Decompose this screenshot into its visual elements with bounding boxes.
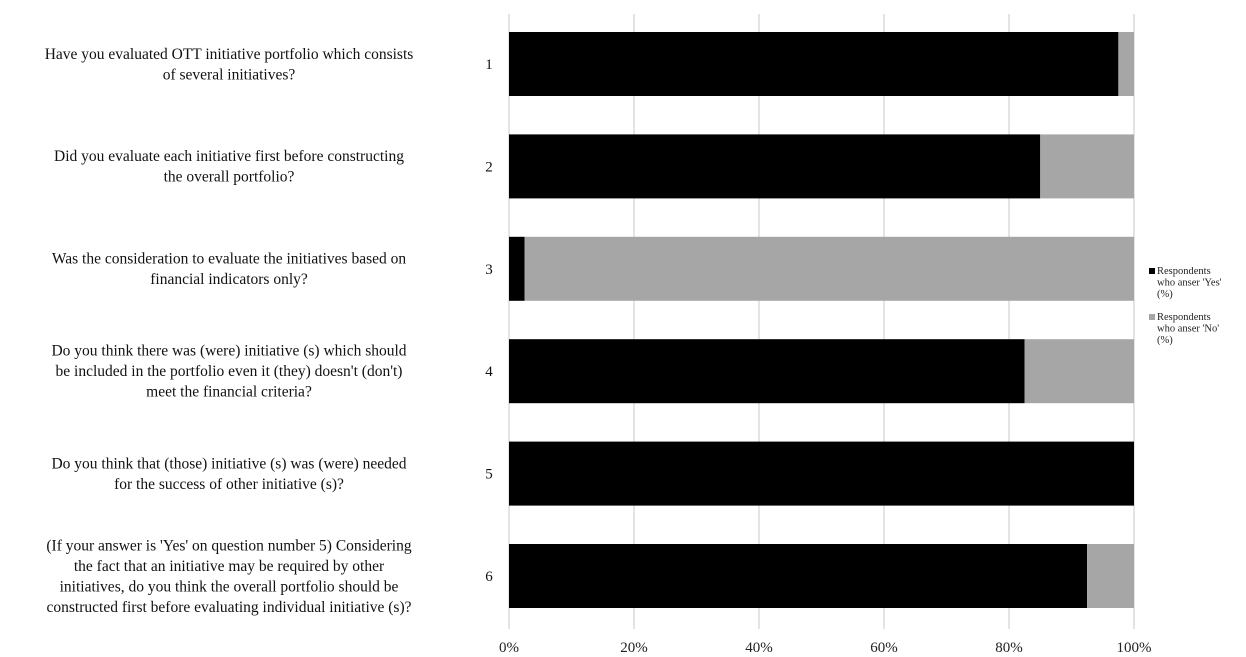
question-text-line: financial indicators only?	[150, 271, 308, 288]
x-tick-label: 100%	[1117, 640, 1152, 656]
category-label: 6	[485, 569, 493, 585]
question-text-line: Do you think there was (were) initiative…	[51, 343, 406, 360]
question-text-line: for the success of other initiative (s)?	[114, 476, 344, 493]
question-labels: Have you evaluated OTT initiative portfo…	[45, 46, 414, 616]
bar-yes	[509, 32, 1119, 96]
legend-label: (%)	[1157, 289, 1173, 300]
x-tick-label: 0%	[499, 640, 519, 656]
question-text-line: Was the consideration to evaluate the in…	[52, 251, 407, 268]
question-text-line: the fact that an initiative may be requi…	[74, 558, 385, 575]
bar-yes	[509, 339, 1025, 404]
question-text-line: Do you think that (those) initiative (s)…	[51, 455, 406, 472]
legend-label: Respondents	[1157, 312, 1211, 323]
category-label: 1	[485, 57, 493, 73]
question-text-line: the overall portfolio?	[164, 169, 295, 186]
bar-yes	[509, 441, 1134, 506]
x-tick-labels: 0% 20% 40% 60% 80% 100%	[499, 640, 1152, 656]
bars-group	[509, 32, 1134, 608]
legend-swatch	[1149, 314, 1155, 320]
x-tick-label: 60%	[870, 640, 898, 656]
bar-no	[1087, 544, 1134, 608]
x-tick-label: 40%	[745, 640, 773, 656]
question-text-line: Did you evaluate each initiative first b…	[54, 148, 404, 165]
x-tick-label: 80%	[995, 640, 1023, 656]
bar-yes	[509, 236, 525, 301]
category-label: 2	[485, 159, 493, 175]
bar-no	[1118, 32, 1134, 96]
x-tick-label: 20%	[620, 640, 648, 656]
question-text-line: of several initiatives?	[163, 66, 296, 83]
legend-label: who anser 'Yes'	[1157, 278, 1222, 289]
question-text-line: (If your answer is 'Yes' on question num…	[46, 537, 411, 554]
category-label: 3	[485, 262, 493, 278]
bar-yes	[509, 134, 1041, 199]
category-labels: 1 2 3 4 5 6	[485, 57, 493, 585]
question-text-line: initiatives, do you think the overall po…	[60, 578, 399, 595]
question-text-line: constructed first before evaluating indi…	[47, 599, 412, 616]
legend-label: who anser 'No'	[1157, 324, 1219, 335]
legend-label: (%)	[1157, 335, 1173, 346]
bar-no	[1024, 339, 1134, 404]
legend-swatch	[1149, 268, 1155, 274]
bar-yes	[509, 544, 1088, 608]
bar-no	[524, 236, 1134, 301]
question-text-line: be included in the portfolio even it (th…	[56, 363, 403, 380]
category-label: 5	[485, 467, 493, 483]
category-label: 4	[485, 364, 493, 380]
bar-no	[1040, 134, 1134, 199]
question-text-line: Have you evaluated OTT initiative portfo…	[45, 46, 414, 63]
question-text-line: meet the financial criteria?	[146, 384, 312, 401]
gridlines	[508, 14, 1135, 629]
legend-label: Respondents	[1157, 266, 1211, 277]
